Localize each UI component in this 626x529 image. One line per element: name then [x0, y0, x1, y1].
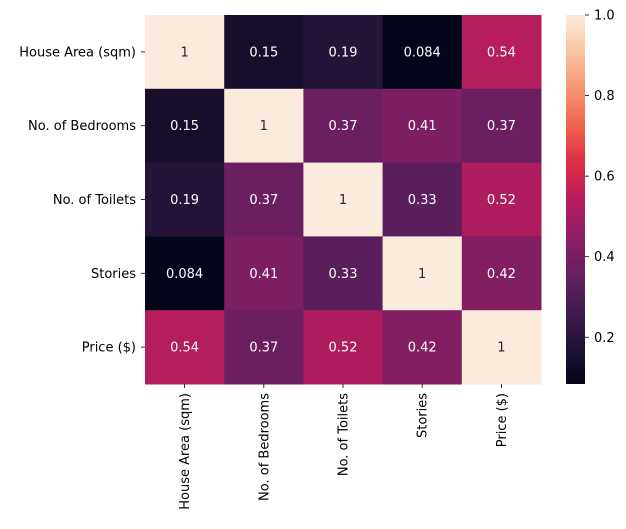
x-tick-label: Price ($) [495, 393, 510, 447]
cell-value-label: 0.54 [487, 45, 516, 60]
heatmap-cell [382, 15, 463, 90]
y-tick-label: Price ($) [82, 341, 136, 356]
cell-value-label: 1 [497, 341, 505, 356]
cell-value-label: 0.37 [487, 119, 516, 134]
colorbar-tick-labels: 0.2 0.4 0.6 0.8 1.0 [585, 9, 615, 346]
heatmap-cell [461, 236, 542, 311]
colorbar-tick-label: 1.0 [594, 9, 615, 24]
cell-value-label: 0.19 [329, 45, 358, 60]
y-tick-label: Stories [91, 267, 136, 282]
x-tick-label: No. of Toilets [337, 393, 352, 476]
cell-value-label: 1 [260, 119, 268, 134]
cell-value-label: 0.37 [329, 119, 358, 134]
heatmap-cell [461, 88, 542, 164]
heatmap-cell [224, 88, 304, 164]
heatmap-cell [303, 15, 384, 90]
cell-value-label: 0.084 [404, 45, 441, 60]
y-tick-label: House Area (sqm) [19, 45, 136, 60]
cell-value-label: 0.33 [408, 193, 437, 208]
cell-value-label: 0.33 [329, 267, 358, 282]
heatmap-cell [303, 236, 384, 311]
colorbar-gradient [566, 15, 585, 384]
cell-value-label: 0.42 [408, 341, 437, 356]
heatmap-cell [145, 310, 225, 385]
heatmap-cell [382, 162, 463, 237]
heatmap-cell [461, 162, 542, 237]
cell-value-label: 0.19 [170, 193, 199, 208]
y-tick-label: No. of Bedrooms [28, 119, 136, 134]
heatmap-cell [303, 88, 384, 164]
heatmap-cell [145, 88, 225, 164]
x-axis-tick-labels: House Area (sqm) No. of Bedrooms No. of To… [178, 384, 510, 510]
cell-value-label: 0.15 [249, 45, 278, 60]
heatmap-cell [145, 162, 225, 237]
colorbar [566, 15, 585, 384]
colorbar-tick-label: 0.6 [594, 170, 615, 185]
heatmap-cell [224, 236, 304, 311]
colorbar-tick-label: 0.8 [594, 89, 615, 104]
heatmap-cell [224, 310, 304, 385]
heatmap-plot-area: 1 0.15 0.19 0.084 0.54 0.15 1 0.37 0.41 0.37 0.19 0… [145, 15, 542, 385]
cell-value-label: 1 [339, 193, 347, 208]
heatmap-cell [145, 236, 225, 311]
cell-value-label: 0.54 [170, 341, 199, 356]
heatmap-cell [382, 236, 463, 311]
cell-value-label: 0.084 [166, 267, 203, 282]
cell-value-label: 0.41 [249, 267, 278, 282]
colorbar-tick-label: 0.4 [594, 250, 615, 265]
x-tick-label: Stories [416, 393, 431, 438]
heatmap-cell [461, 15, 542, 90]
x-tick-label: No. of Bedrooms [257, 393, 272, 501]
heatmap-cell [303, 310, 384, 385]
cell-value-label: 0.42 [487, 267, 516, 282]
heatmap-cell [303, 162, 384, 237]
cell-value-label: 0.15 [170, 119, 199, 134]
cell-value-label: 0.52 [329, 341, 358, 356]
y-axis-tick-labels: House Area (sqm) No. of Bedrooms No. of To… [19, 45, 145, 356]
heatmap-cell [224, 15, 304, 90]
heatmap-cell [382, 310, 463, 385]
x-tick-label: House Area (sqm) [178, 393, 193, 510]
y-tick-label: No. of Toilets [53, 193, 136, 208]
cell-value-label: 0.37 [249, 341, 278, 356]
cell-value-label: 0.37 [249, 193, 278, 208]
heatmap-cell [145, 15, 225, 90]
heatmap-cell [224, 162, 304, 237]
heatmap-cell [382, 88, 463, 164]
heatmap-cell [461, 310, 542, 385]
cell-value-label: 0.41 [408, 119, 437, 134]
colorbar-tick-label: 0.2 [594, 331, 615, 346]
cell-value-label: 1 [418, 267, 426, 282]
cell-value-label: 0.52 [487, 193, 516, 208]
cell-value-label: 1 [180, 45, 188, 60]
